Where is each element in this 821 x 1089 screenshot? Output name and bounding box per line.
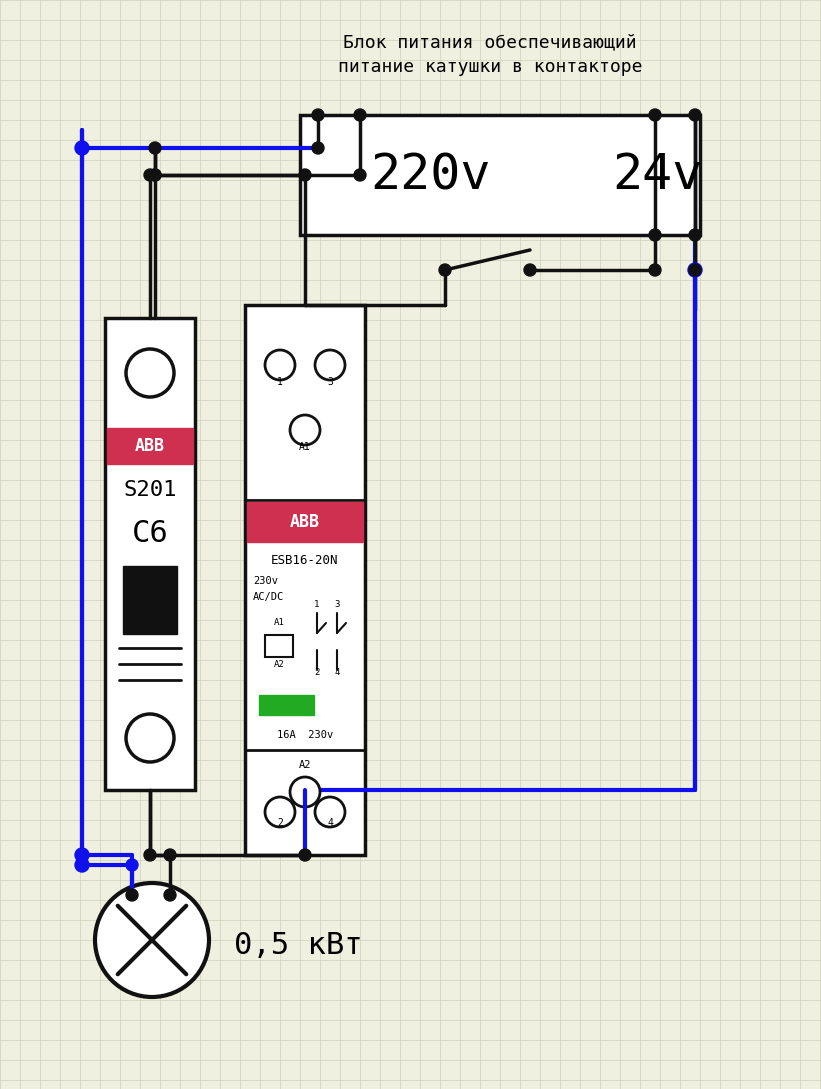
Circle shape xyxy=(439,264,451,276)
Bar xyxy=(105,318,195,790)
Text: 1: 1 xyxy=(277,377,283,387)
Text: A2: A2 xyxy=(299,760,311,770)
Text: 3: 3 xyxy=(327,377,333,387)
Circle shape xyxy=(149,169,161,181)
Circle shape xyxy=(315,350,345,380)
Text: 24v: 24v xyxy=(612,151,703,199)
Circle shape xyxy=(75,858,89,872)
Circle shape xyxy=(126,889,138,901)
Circle shape xyxy=(126,348,174,397)
Bar xyxy=(265,635,293,657)
Text: 2: 2 xyxy=(277,818,283,828)
Circle shape xyxy=(315,797,345,827)
Text: ABB: ABB xyxy=(135,437,165,455)
Circle shape xyxy=(354,109,366,121)
Circle shape xyxy=(649,109,661,121)
Circle shape xyxy=(144,849,156,861)
Bar xyxy=(107,428,193,464)
Text: 4: 4 xyxy=(334,668,340,677)
Circle shape xyxy=(290,415,320,445)
Text: ESB16-20N: ESB16-20N xyxy=(271,554,339,567)
Circle shape xyxy=(164,849,176,861)
Circle shape xyxy=(126,714,174,762)
Text: AC/DC: AC/DC xyxy=(253,592,284,602)
Circle shape xyxy=(524,264,536,276)
Text: A1: A1 xyxy=(299,442,311,452)
Bar xyxy=(247,502,363,542)
Circle shape xyxy=(126,859,138,871)
Circle shape xyxy=(144,169,156,181)
Circle shape xyxy=(75,848,89,862)
Text: C6: C6 xyxy=(131,518,168,548)
Circle shape xyxy=(164,889,176,901)
Text: 2: 2 xyxy=(314,668,319,677)
Text: S201: S201 xyxy=(123,480,177,500)
Circle shape xyxy=(689,229,701,241)
Circle shape xyxy=(149,169,161,181)
Circle shape xyxy=(312,142,324,154)
Circle shape xyxy=(649,264,661,276)
Circle shape xyxy=(354,169,366,181)
Circle shape xyxy=(689,264,701,276)
Circle shape xyxy=(149,142,161,154)
Circle shape xyxy=(689,109,701,121)
Text: 16A  230v: 16A 230v xyxy=(277,730,333,741)
Text: 4: 4 xyxy=(327,818,333,828)
Bar xyxy=(300,115,700,235)
Circle shape xyxy=(95,883,209,998)
Text: ABB: ABB xyxy=(290,513,320,531)
Circle shape xyxy=(312,109,324,121)
Circle shape xyxy=(265,350,295,380)
Text: 230v: 230v xyxy=(253,576,278,586)
Text: A2: A2 xyxy=(273,660,284,669)
Circle shape xyxy=(688,264,702,277)
Text: 1: 1 xyxy=(314,600,319,609)
Circle shape xyxy=(299,169,311,181)
Circle shape xyxy=(265,797,295,827)
Text: Блок питания обеспечивающий
питание катушки в контакторе: Блок питания обеспечивающий питание кату… xyxy=(337,33,642,76)
Text: 0,5 кВт: 0,5 кВт xyxy=(234,930,363,959)
Circle shape xyxy=(649,229,661,241)
Circle shape xyxy=(299,849,311,861)
Circle shape xyxy=(75,140,89,155)
Text: 220v: 220v xyxy=(370,151,490,199)
Text: A1: A1 xyxy=(273,617,284,627)
Circle shape xyxy=(290,776,320,807)
Bar xyxy=(123,566,177,634)
Bar xyxy=(245,305,365,855)
Text: 3: 3 xyxy=(334,600,340,609)
Bar xyxy=(259,695,314,715)
